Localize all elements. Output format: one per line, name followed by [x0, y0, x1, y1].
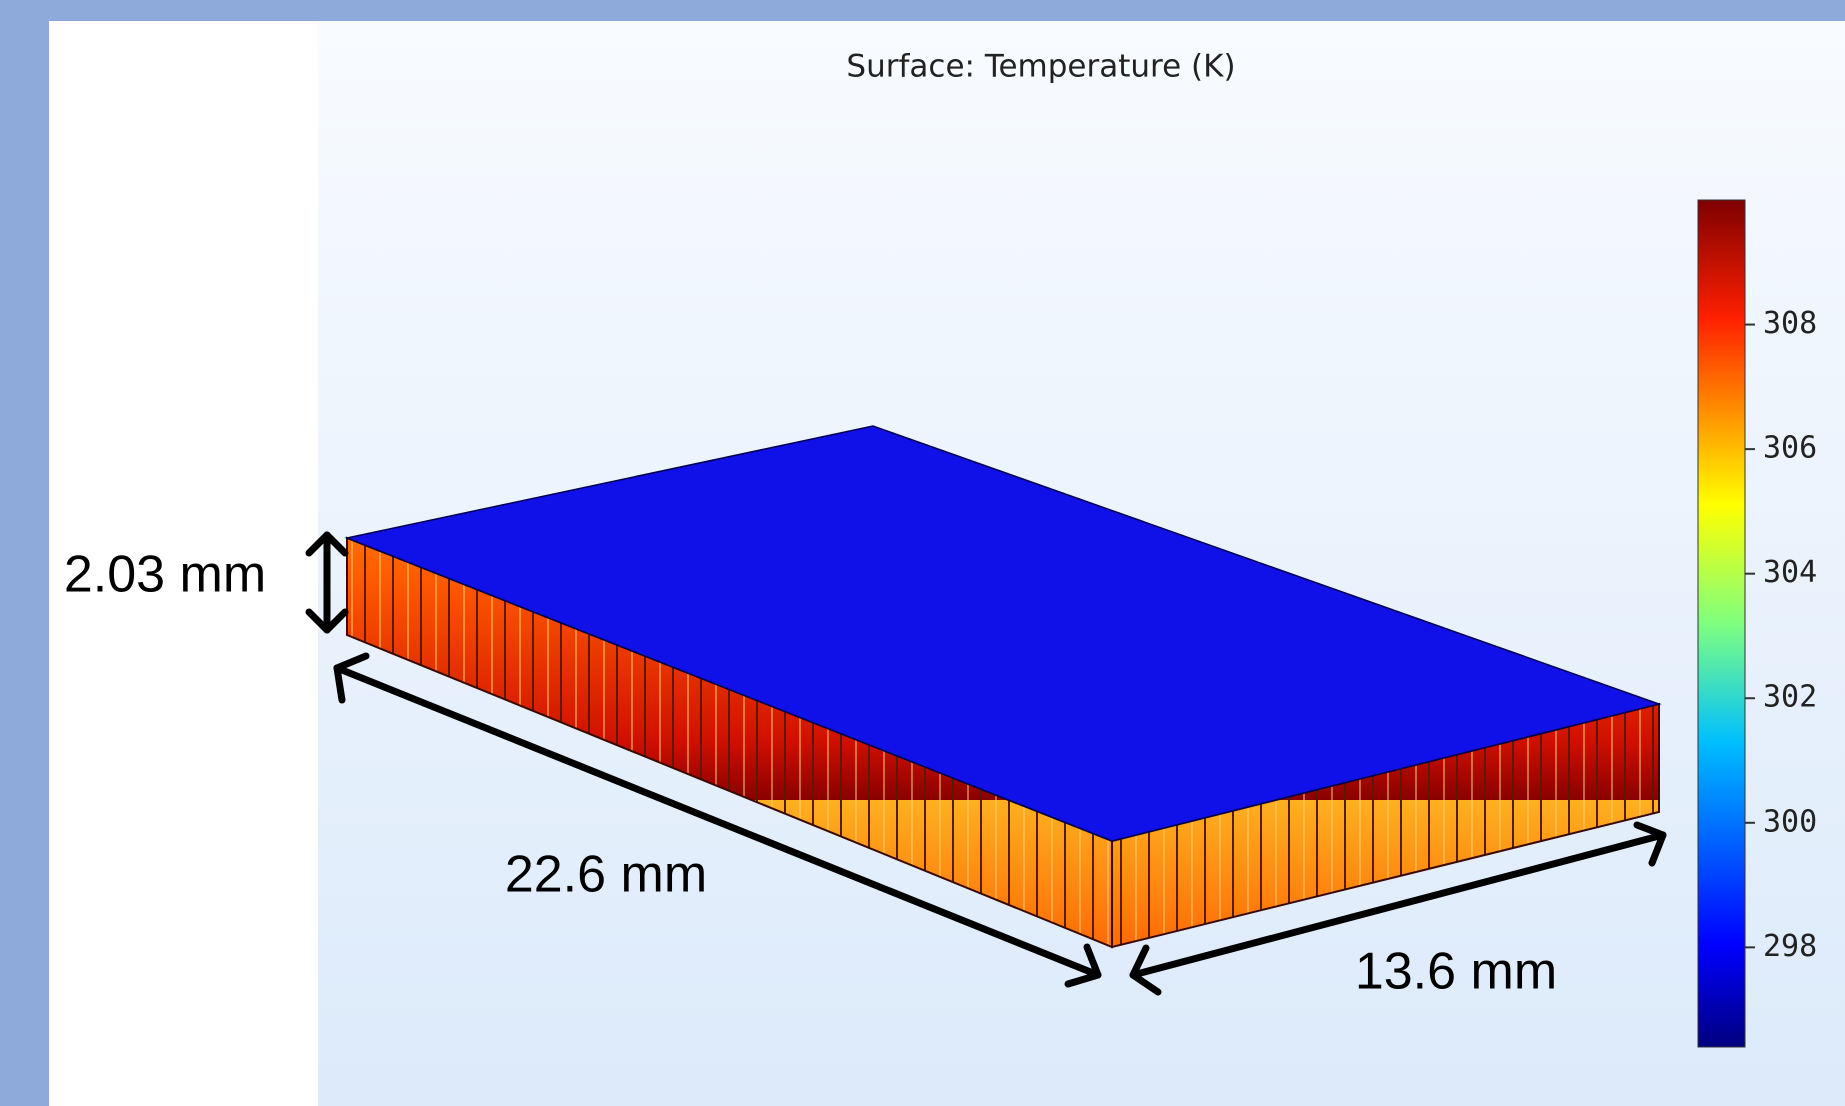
colorbar-tick-label: 298 — [1763, 929, 1817, 964]
colorbar — [1698, 200, 1745, 1047]
colorbar-tick-label: 308 — [1763, 306, 1817, 341]
plot: Surface: Temperature (K) 2.03 mm 22.6 mm… — [0, 0, 1845, 1106]
length-label: 22.6 mm — [505, 846, 707, 904]
width-label: 13.6 mm — [1355, 943, 1557, 1001]
colorbar-tick-label: 302 — [1763, 680, 1817, 715]
height-label: 2.03 mm — [64, 546, 266, 604]
colorbar-tick-label: 300 — [1763, 804, 1817, 839]
colorbar-tick-label: 306 — [1763, 431, 1817, 466]
page: Surface: Temperature (K) 2.03 mm 22.6 mm… — [0, 0, 1845, 1106]
colorbar-tick-label: 304 — [1763, 555, 1817, 590]
plot-title: Surface: Temperature (K) — [846, 49, 1235, 85]
